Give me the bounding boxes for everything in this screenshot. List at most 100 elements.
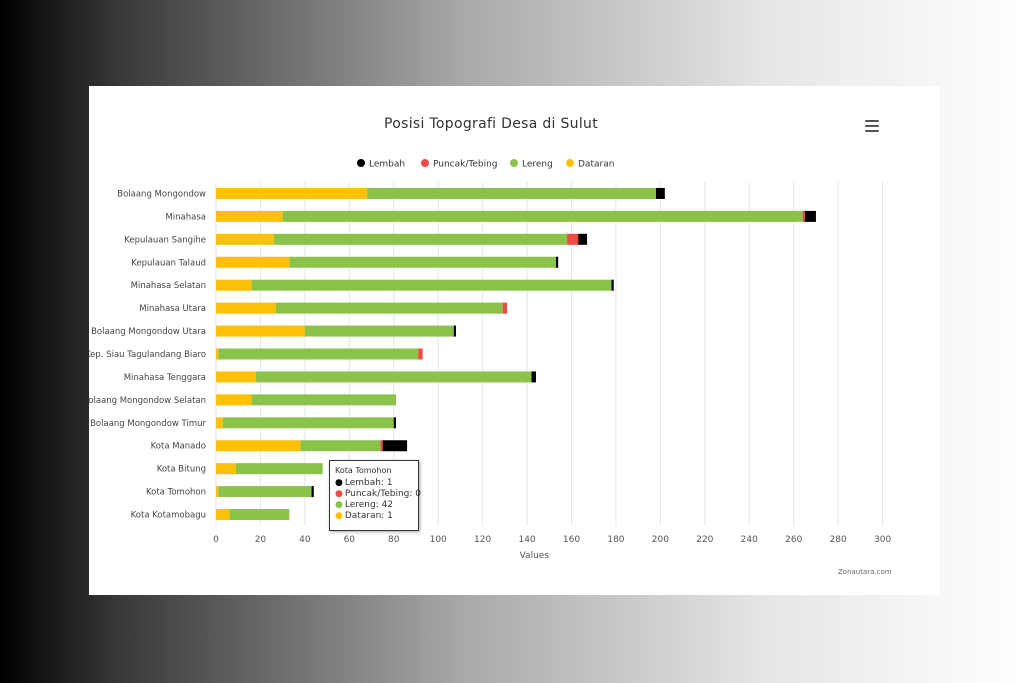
dot-icon: ● <box>335 489 343 499</box>
chart-card: Posisi Topografi Desa di Sulut 0 20 40 60 80… <box>89 86 940 595</box>
x-tick-label: 60 <box>344 535 356 545</box>
y-category-label: Kota Bitung <box>157 465 206 475</box>
bar-segment-lembah[interactable] <box>578 233 588 245</box>
chart-svg: 0 20 40 60 80 100 120 140 160 180 200 220 240 260 280 3… <box>89 159 891 561</box>
bar-segment-lereng[interactable] <box>251 394 396 406</box>
bar-segment-lereng[interactable] <box>273 233 568 245</box>
legend-marker[interactable] <box>357 159 365 167</box>
y-category-label: Bolaang Mongondow Selatan <box>89 396 206 406</box>
tooltip-title: Kota Tomohon <box>335 466 392 475</box>
y-category-label: Minahasa Selatan <box>131 281 206 291</box>
tooltip-row-lembah: ● Lembah: 1 <box>335 478 413 489</box>
tooltip-row-dataran: ● Dataran: 1 <box>335 511 413 522</box>
bar-segment-lereng[interactable] <box>304 325 454 337</box>
x-tick-label: 20 <box>255 535 267 545</box>
bar-segment-puncak-tebing[interactable] <box>418 348 423 360</box>
y-category-label: Kota Kotamobagu <box>131 511 206 521</box>
bar-segment-dataran[interactable] <box>216 325 305 337</box>
legend-marker[interactable] <box>421 159 429 167</box>
bar-segment-lembah[interactable] <box>655 187 665 199</box>
bar-segment-lereng[interactable] <box>300 440 381 452</box>
bar-segment-lereng[interactable] <box>222 417 394 429</box>
x-tick-label: 280 <box>830 535 847 545</box>
bar-segment-dataran[interactable] <box>216 394 252 406</box>
y-category-label: Kota Tomohon <box>146 488 206 498</box>
x-tick-label: 40 <box>299 535 311 545</box>
y-category-label: Minahasa Tenggara <box>124 373 206 383</box>
x-tick-label: 120 <box>474 535 491 545</box>
legend-marker[interactable] <box>510 159 518 167</box>
x-tick-label: 300 <box>874 535 891 545</box>
bar-segment-lereng[interactable] <box>218 486 312 498</box>
bar-segment-dataran[interactable] <box>216 256 290 268</box>
bar-segment-dataran[interactable] <box>216 463 236 475</box>
bar-segment-lembah[interactable] <box>453 325 456 337</box>
bar-segment-dataran[interactable] <box>216 509 230 521</box>
bar-segment-lembah[interactable] <box>382 440 408 452</box>
bar-segment-dataran[interactable] <box>216 486 219 498</box>
y-category-label: Minahasa <box>165 212 206 222</box>
dot-icon: ● <box>335 478 343 488</box>
credit-link[interactable]: Zonautara.com <box>838 568 892 576</box>
tooltip-label: Puncak/Tebing: 0 <box>344 489 421 499</box>
tooltip-label: Dataran: 1 <box>344 511 393 521</box>
bar-segment-lereng[interactable] <box>289 256 556 268</box>
y-category-label: Kep. Siau Tagulandang Biaro <box>89 350 206 360</box>
bar-segment-lereng[interactable] <box>275 302 503 314</box>
legend-label[interactable]: Puncak/Tebing <box>433 160 498 170</box>
bar-segment-lereng[interactable] <box>218 348 419 360</box>
bar-segment-lembah[interactable] <box>393 417 396 429</box>
y-category-label: Kota Manado <box>151 442 206 452</box>
x-tick-label: 220 <box>696 535 713 545</box>
bar-segment-lembah[interactable] <box>531 371 536 383</box>
y-category-label: Minahasa Utara <box>139 304 206 314</box>
legend-label[interactable]: Lereng <box>522 160 553 170</box>
legend-label[interactable]: Lembah <box>369 160 405 170</box>
tooltip-label: Lembah: 1 <box>344 478 393 488</box>
bar-segment-puncak-tebing[interactable] <box>380 440 383 452</box>
bar-segment-lereng[interactable] <box>367 187 656 199</box>
tooltip-row-puncak: ● Puncak/Tebing: 0 <box>335 489 421 500</box>
y-category-label: Bolaang Mongondow <box>117 189 206 199</box>
bar-segment-lereng[interactable] <box>229 509 290 521</box>
bar-segment-dataran[interactable] <box>216 187 368 199</box>
x-tick-label: 180 <box>607 535 624 545</box>
bar-segment-lereng[interactable] <box>255 371 532 383</box>
bar-segment-lembah[interactable] <box>804 210 816 222</box>
dot-icon: ● <box>335 511 343 521</box>
tooltip-label: Lereng: 42 <box>344 500 394 510</box>
x-tick-label: 100 <box>430 535 447 545</box>
x-tick-label: 240 <box>741 535 758 545</box>
bar-segment-dataran[interactable] <box>216 440 301 452</box>
x-tick-label: 260 <box>785 535 802 545</box>
bar-segment-lereng[interactable] <box>251 279 612 291</box>
x-tick-label: 160 <box>563 535 580 545</box>
bar-segment-lembah[interactable] <box>555 256 559 268</box>
bar-segment-lereng[interactable] <box>282 210 803 222</box>
x-tick-label: 200 <box>652 535 669 545</box>
bar-segment-dataran[interactable] <box>216 302 276 314</box>
bar-segment-dataran[interactable] <box>216 233 274 245</box>
hamburger-menu-icon[interactable] <box>865 120 879 132</box>
bar-segment-dataran[interactable] <box>216 279 252 291</box>
bar-segment-puncak-tebing[interactable] <box>567 233 579 245</box>
legend-marker[interactable] <box>566 159 574 167</box>
x-tick-label: 140 <box>518 535 535 545</box>
chart-title: Posisi Topografi Desa di Sulut <box>384 116 598 132</box>
tooltip-row-lereng: ● Lereng: 42 <box>335 500 413 511</box>
y-category-label: Kepulauan Talaud <box>131 258 206 268</box>
dot-icon: ● <box>335 500 343 510</box>
bar-segment-dataran[interactable] <box>216 210 283 222</box>
tooltip: Kota Tomohon ● Lembah: 1 ● Puncak/Tebing: … <box>329 460 421 531</box>
x-tick-label: 80 <box>388 535 400 545</box>
x-axis-title: Values <box>520 551 550 561</box>
bar-segment-dataran[interactable] <box>216 371 256 383</box>
legend-label[interactable]: Dataran <box>578 160 614 170</box>
bar-segment-dataran[interactable] <box>216 348 219 360</box>
bar-segment-lembah[interactable] <box>611 279 614 291</box>
bar-segment-puncak-tebing[interactable] <box>502 302 508 314</box>
bar-segment-lereng[interactable] <box>235 463 323 475</box>
bar-segment-lembah[interactable] <box>311 486 314 498</box>
bar-segment-dataran[interactable] <box>216 417 223 429</box>
bar-segment-puncak-tebing[interactable] <box>802 210 805 222</box>
